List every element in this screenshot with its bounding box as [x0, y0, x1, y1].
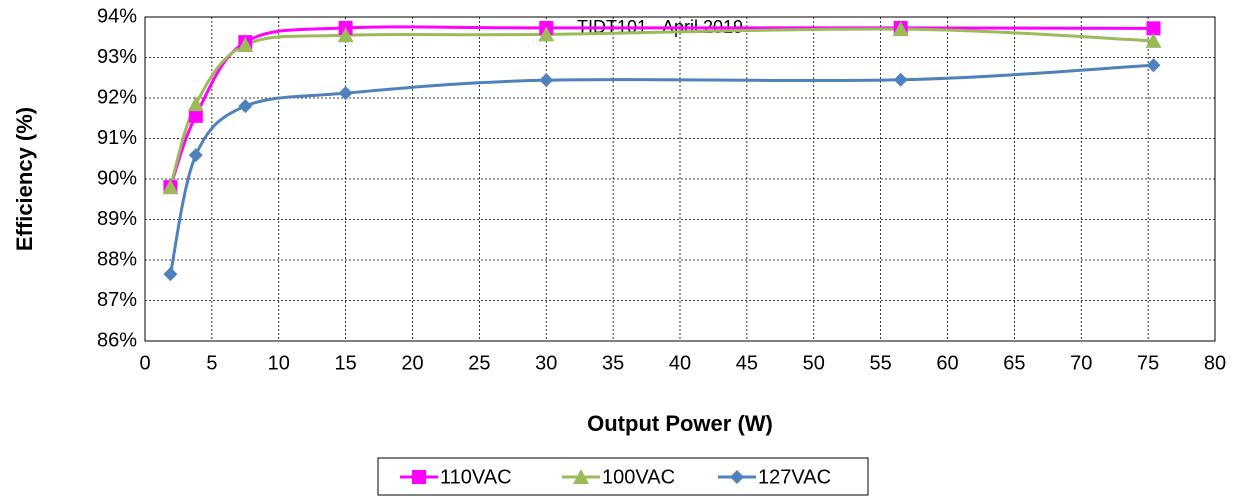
x-tick-label: 40 — [669, 352, 691, 374]
x-tick-label: 80 — [1204, 352, 1226, 374]
y-tick-label: 94% — [97, 5, 137, 27]
marker — [238, 99, 253, 114]
marker — [188, 108, 203, 123]
y-tick-label: 93% — [97, 46, 137, 68]
series-line — [168, 63, 1154, 275]
x-tick-label: 20 — [401, 352, 423, 374]
marker — [573, 469, 589, 484]
y-tick-label: 89% — [97, 208, 137, 230]
x-axis-label: Output Power (W) — [587, 411, 773, 436]
marker — [539, 73, 554, 88]
marker — [893, 72, 908, 87]
series-line — [168, 27, 1154, 188]
x-tick-label: 75 — [1137, 352, 1159, 374]
marker — [162, 179, 179, 195]
x-tick-label: 15 — [335, 352, 357, 374]
marker — [1146, 58, 1161, 73]
x-tick-label: 25 — [468, 352, 490, 374]
y-tick-label: 87% — [97, 289, 137, 311]
x-tick-label: 10 — [268, 352, 290, 374]
y-tick-label: 92% — [97, 86, 137, 108]
marker — [538, 26, 555, 42]
marker — [187, 96, 204, 112]
marker — [163, 267, 178, 282]
x-tick-label: 35 — [602, 352, 624, 374]
y-tick-label: 88% — [97, 248, 137, 270]
x-tick-label: 60 — [936, 352, 958, 374]
x-tick-label: 45 — [736, 352, 758, 374]
marker — [730, 470, 744, 484]
marker — [237, 36, 254, 52]
x-tick-label: 70 — [1070, 352, 1092, 374]
legend-label: 127VAC — [758, 466, 831, 488]
marker — [1146, 21, 1161, 36]
marker — [338, 86, 353, 101]
x-tick-label: 30 — [535, 352, 557, 374]
marker — [188, 148, 203, 163]
marker — [412, 470, 426, 484]
marker — [337, 27, 354, 43]
x-tick-label: 50 — [803, 352, 825, 374]
x-tick-label: 65 — [1003, 352, 1025, 374]
series-line — [168, 25, 1154, 188]
marker — [1145, 32, 1162, 48]
legend — [377, 457, 869, 496]
plot-series — [162, 20, 1162, 282]
x-tick-label: 5 — [206, 352, 217, 374]
x-tick-label: 0 — [139, 352, 150, 374]
y-tick-label: 90% — [97, 167, 137, 189]
y-tick-label: 86% — [97, 329, 137, 351]
x-tick-label: 55 — [870, 352, 892, 374]
marker — [892, 21, 909, 37]
legend-label: 110VAC — [440, 466, 512, 488]
y-axis-label: Efficiency (%) — [12, 107, 37, 251]
legend-label: 100VAC — [602, 466, 675, 488]
y-tick-label: 91% — [97, 127, 137, 149]
